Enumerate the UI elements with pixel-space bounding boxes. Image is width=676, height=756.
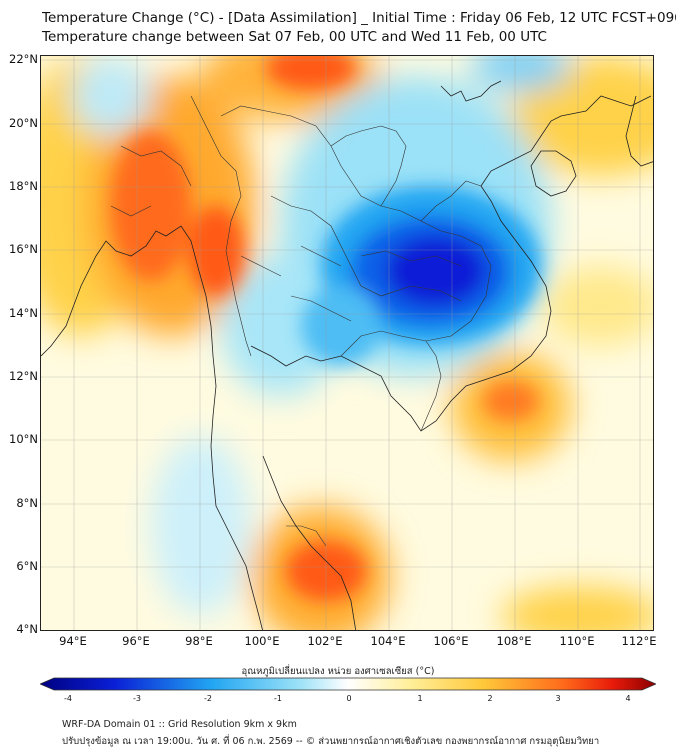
- lat-label: 14°N: [9, 306, 38, 320]
- lat-label: 16°N: [9, 242, 38, 256]
- lat-label: 20°N: [9, 116, 38, 130]
- cool-region-thailand: [221, 256, 341, 396]
- warm-region-southeast: [501, 586, 653, 630]
- cool-region-northwest: [71, 56, 151, 136]
- lat-label: 18°N: [9, 179, 38, 193]
- cold-region-max: [386, 236, 486, 306]
- colorbar-label: -2: [204, 694, 212, 703]
- hot-core-vietnam: [483, 381, 539, 421]
- title-line-1: Temperature Change (°C) - [Data Assimila…: [42, 10, 676, 26]
- warm-region-east: [541, 266, 653, 346]
- lat-label: 4°N: [16, 622, 38, 636]
- cool-region-north-east: [471, 56, 571, 91]
- lon-label: 102°E: [307, 634, 343, 648]
- lon-label: 108°E: [496, 634, 532, 648]
- lat-label: 6°N: [16, 559, 38, 573]
- lon-label: 106°E: [433, 634, 469, 648]
- lon-label: 98°E: [185, 634, 213, 648]
- cold-region-west: [301, 286, 381, 366]
- colorbar-label: -1: [274, 694, 282, 703]
- footer-line-2: ปรับปรุงข้อมูล ณ เวลา 19:00u. วัน ศ. ที่…: [62, 736, 600, 747]
- colorbar-label: 1: [417, 694, 423, 703]
- colorbar-label: 3: [555, 694, 561, 703]
- cool-region-andaman: [151, 436, 251, 616]
- hot-core-north: [266, 56, 356, 90]
- lon-label: 96°E: [122, 634, 150, 648]
- temperature-change-map: [40, 55, 654, 631]
- graticule: [41, 56, 653, 630]
- lat-label: 12°N: [9, 369, 38, 383]
- colorbar-label: 4: [625, 694, 631, 703]
- title-line-2: Temperature change between Sat 07 Feb, 0…: [42, 29, 547, 45]
- colorbar-label: 2: [487, 694, 493, 703]
- lon-label: 104°E: [370, 634, 406, 648]
- lon-label: 94°E: [59, 634, 87, 648]
- lon-label: 112°E: [621, 634, 657, 648]
- footer-line-1: WRF-DA Domain 01 :: Grid Resolution 9km …: [62, 719, 297, 730]
- lat-label: 10°N: [9, 432, 38, 446]
- lon-label: 110°E: [559, 634, 595, 648]
- colorbar-label: -4: [64, 694, 72, 703]
- lon-label: 100°E: [244, 634, 280, 648]
- lat-label: 22°N: [9, 52, 38, 66]
- coastlines: [41, 80, 653, 630]
- colorbar-label: -3: [133, 694, 141, 703]
- lat-label: 8°N: [16, 496, 38, 510]
- hot-core-myanmar-east: [188, 206, 244, 296]
- colorbar-title: อุณหภูมิเปลี่ยนแปลง หน่วย องศาเซลเซียส (…: [241, 666, 435, 677]
- colorbar: [40, 677, 656, 691]
- borders: [110, 95, 492, 547]
- colorbar-label: 0: [346, 694, 352, 703]
